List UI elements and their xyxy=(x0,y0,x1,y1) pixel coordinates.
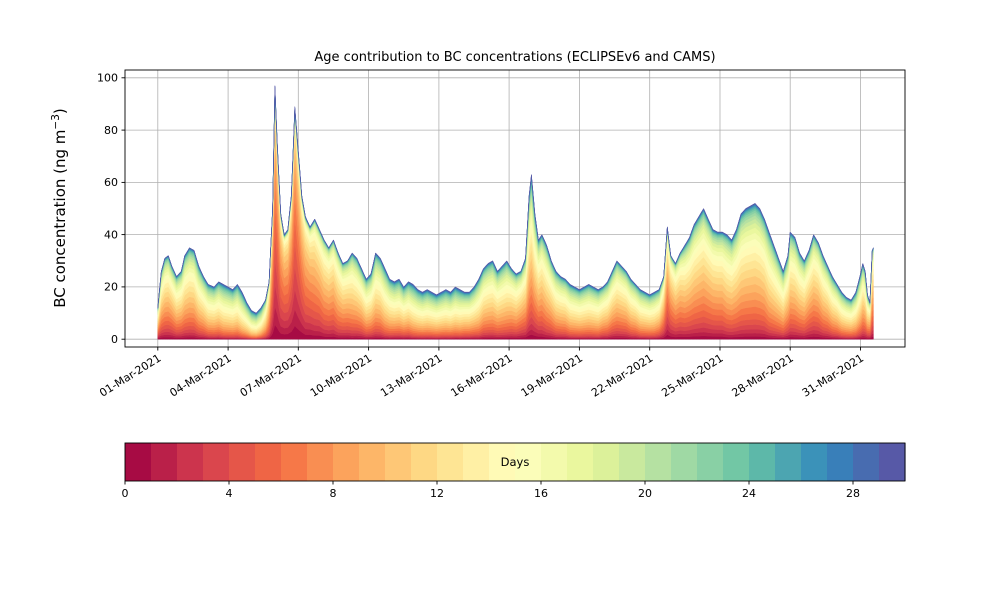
y-tick-label: 100 xyxy=(97,72,118,85)
x-tick-label: 04-Mar-2021 xyxy=(167,352,233,400)
colorbar-segment-24 xyxy=(749,443,776,481)
y-axis-label: BC concentration (ng m−3) xyxy=(50,108,69,308)
colorbar-segment-9 xyxy=(359,443,386,481)
colorbar-segment-16 xyxy=(541,443,568,481)
colorbar-segment-11 xyxy=(411,443,438,481)
y-axis-label-main: BC concentration (ng m xyxy=(51,130,69,308)
y-tick-label: 40 xyxy=(104,228,118,241)
plot-border xyxy=(124,69,906,348)
colorbar-segment-25 xyxy=(775,443,802,481)
colorbar-segment-27 xyxy=(827,443,854,481)
colorbar-tick-label: 4 xyxy=(226,487,233,500)
x-tick-label: 13-Mar-2021 xyxy=(378,352,444,400)
stacked-areas xyxy=(157,85,874,340)
colorbar-segment-0 xyxy=(125,443,152,481)
y-tick-label: 60 xyxy=(104,176,118,189)
y-tick-label: 80 xyxy=(104,124,118,137)
colorbar-segment-7 xyxy=(307,443,334,481)
age-layer-29 xyxy=(157,85,874,314)
colorbar: 0 4 8 12 16 20 24 28 xyxy=(122,442,906,500)
colorbar-segment-17 xyxy=(567,443,594,481)
colorbar-tick-label: 24 xyxy=(742,487,756,500)
y-tick-label: 20 xyxy=(104,281,118,294)
colorbar-segment-21 xyxy=(671,443,698,481)
chart-title: Age contribution to BC concentrations (E… xyxy=(314,50,715,65)
colorbar-segment-23 xyxy=(723,443,750,481)
colorbar-segment-4 xyxy=(229,443,256,481)
colorbar-tick-label: 20 xyxy=(638,487,652,500)
colorbar-tick-label: 12 xyxy=(430,487,444,500)
colorbar-segment-12 xyxy=(437,443,464,481)
x-tick-label: 31-Mar-2021 xyxy=(800,352,866,400)
colorbar-segment-3 xyxy=(203,443,230,481)
colorbar-segment-2 xyxy=(177,443,204,481)
x-tick-label: 10-Mar-2021 xyxy=(308,352,374,400)
x-tick-label: 01-Mar-2021 xyxy=(97,352,163,400)
x-tick-label: 25-Mar-2021 xyxy=(659,352,725,400)
colorbar-segment-15 xyxy=(515,443,542,481)
y-axis-label-close: ) xyxy=(51,108,69,114)
colorbar-segment-1 xyxy=(151,443,178,481)
colorbar-tick-label: 16 xyxy=(534,487,548,500)
colorbar-segment-22 xyxy=(697,443,724,481)
colorbar-segment-10 xyxy=(385,443,412,481)
x-tick-label: 28-Mar-2021 xyxy=(730,352,796,400)
colorbar-border xyxy=(124,442,906,482)
colorbar-segment-29 xyxy=(879,443,906,481)
x-tick-label: 19-Mar-2021 xyxy=(519,352,585,400)
colorbar-tick-label: 28 xyxy=(846,487,860,500)
colorbar-segment-13 xyxy=(463,443,490,481)
colorbar-segment-28 xyxy=(853,443,880,481)
colorbar-segment-20 xyxy=(645,443,672,481)
colorbar-segment-5 xyxy=(255,443,282,481)
colorbar-segment-18 xyxy=(593,443,620,481)
x-tick-label: 22-Mar-2021 xyxy=(589,352,655,400)
x-tick-label: 16-Mar-2021 xyxy=(448,352,514,400)
y-axis-label-superscript: −3 xyxy=(50,114,62,129)
colorbar-tick-label: 8 xyxy=(330,487,337,500)
colorbar-tick-label: 0 xyxy=(122,487,129,500)
colorbar-segment-26 xyxy=(801,443,828,481)
colorbar-label: Days xyxy=(501,455,530,469)
y-tick-label: 0 xyxy=(111,333,118,346)
x-tick-label: 07-Mar-2021 xyxy=(238,352,304,400)
colorbar-segment-14 xyxy=(489,443,516,481)
colorbar-segment-19 xyxy=(619,443,646,481)
colorbar-segment-8 xyxy=(333,443,360,481)
colorbar-segment-6 xyxy=(281,443,308,481)
